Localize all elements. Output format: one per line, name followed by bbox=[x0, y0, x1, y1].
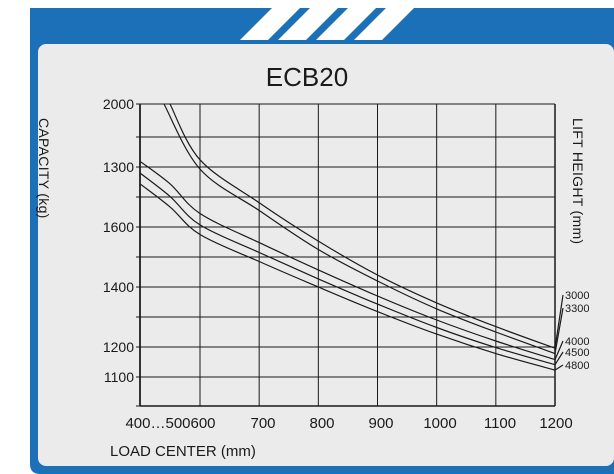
y-axis-label: CAPACITY (kg) bbox=[36, 118, 52, 219]
y-tick-label: 1200 bbox=[103, 339, 134, 355]
x-tick-label: 1200 bbox=[539, 415, 572, 432]
series-line-4000 bbox=[139, 160, 564, 361]
series-label-4000: 4000 bbox=[565, 336, 589, 348]
chart-panel bbox=[38, 44, 614, 466]
series-label-4800: 4800 bbox=[565, 360, 589, 372]
y-tick-label: 2000 bbox=[103, 96, 134, 112]
y-tick-label: 1300 bbox=[103, 159, 134, 175]
x-tick-label: 700 bbox=[250, 415, 275, 432]
x-axis-label: LOAD CENTER (mm) bbox=[110, 443, 256, 460]
x-tick-label: 600 bbox=[190, 415, 215, 432]
series-label-4500: 4500 bbox=[565, 347, 589, 359]
series-line-4800 bbox=[139, 183, 564, 371]
y-tick-label: 1400 bbox=[103, 279, 134, 295]
x-tick-label: 1100 bbox=[484, 415, 516, 432]
x-tick-label: 1000 bbox=[423, 415, 456, 432]
header-stripes bbox=[240, 8, 414, 40]
series-line-4500 bbox=[139, 172, 564, 366]
series-line-3300 bbox=[163, 103, 564, 355]
series-label-3000: 3000 bbox=[565, 290, 589, 302]
chart-title: ECB20 bbox=[265, 62, 349, 92]
y-tick-label: 1600 bbox=[103, 219, 134, 235]
series-line-3000 bbox=[169, 103, 564, 350]
series-label-3300: 3300 bbox=[565, 303, 589, 315]
x-tick-label: 800 bbox=[309, 415, 334, 432]
x-tick-label: 900 bbox=[368, 415, 393, 432]
lift-height-axis-label: LIFT HEIGHT (mm) bbox=[570, 118, 586, 245]
y-tick-label: 1100 bbox=[104, 369, 134, 385]
x-tick-label: 400…500 bbox=[125, 415, 190, 432]
